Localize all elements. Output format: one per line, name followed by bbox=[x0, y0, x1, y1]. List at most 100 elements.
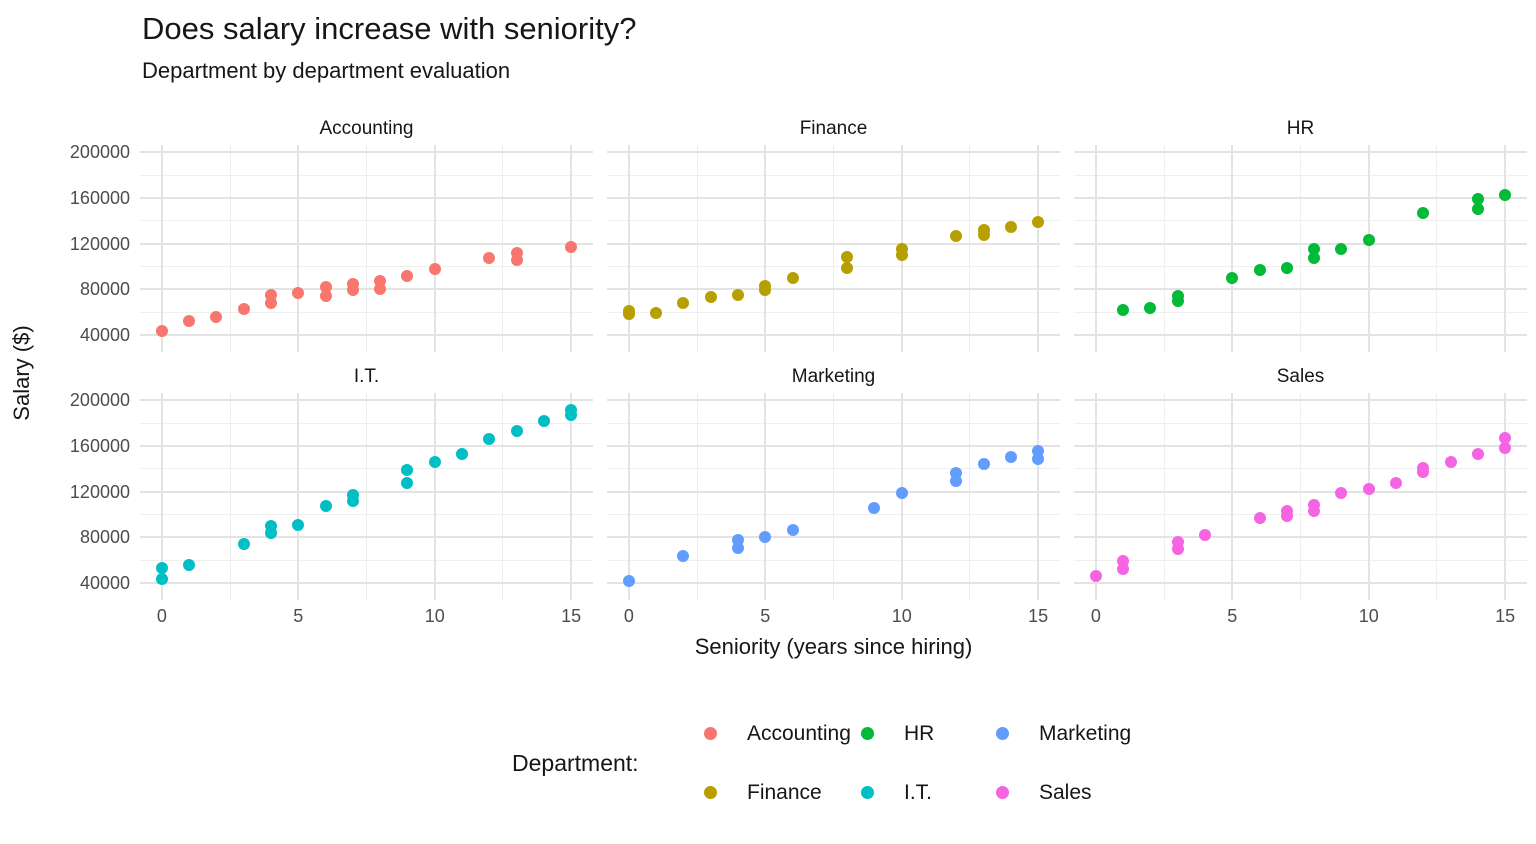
y-tick-label: 120000 bbox=[69, 233, 130, 254]
gridline-major-y bbox=[607, 242, 1060, 245]
legend-dot-icon bbox=[861, 727, 874, 740]
data-point bbox=[1308, 252, 1321, 265]
gridline-major-x bbox=[433, 145, 436, 352]
gridline-minor-x bbox=[1300, 145, 1301, 352]
gridline-major-y bbox=[607, 333, 1060, 336]
data-point bbox=[1032, 444, 1045, 457]
data-point bbox=[950, 467, 963, 480]
gridline-minor-x bbox=[366, 393, 367, 600]
data-point bbox=[1117, 555, 1130, 568]
data-point bbox=[704, 291, 717, 304]
gridline-major-y bbox=[607, 536, 1060, 539]
chart-title: Does salary increase with seniority? bbox=[142, 11, 637, 46]
facet-strip-title: Accounting bbox=[319, 118, 414, 139]
data-point bbox=[1444, 456, 1457, 468]
gridline-major-x bbox=[627, 145, 630, 352]
gridline-major-y bbox=[1074, 242, 1527, 245]
gridline-major-x bbox=[1094, 145, 1097, 352]
legend-dot-icon bbox=[861, 786, 874, 799]
data-point bbox=[456, 448, 468, 461]
x-tick-label: 0 bbox=[156, 606, 167, 626]
data-point bbox=[1253, 511, 1266, 524]
data-point bbox=[759, 279, 772, 292]
gridline-major-y bbox=[607, 197, 1060, 200]
x-tick-label: 15 bbox=[1495, 606, 1516, 626]
data-point bbox=[183, 315, 196, 328]
data-point bbox=[1280, 505, 1293, 518]
gridline-minor-x bbox=[1163, 393, 1165, 600]
gridline-major-y bbox=[1074, 399, 1527, 402]
gridline-major-y bbox=[607, 581, 1060, 584]
data-point bbox=[1362, 234, 1375, 247]
data-point bbox=[183, 558, 196, 571]
gridline-major-y bbox=[140, 288, 593, 291]
y-tick-label: 40000 bbox=[79, 572, 130, 593]
data-point bbox=[264, 519, 277, 532]
x-tick-label: 15 bbox=[561, 606, 582, 626]
gridline-major-x bbox=[297, 393, 300, 600]
data-point bbox=[1471, 203, 1484, 216]
x-tick-label: 10 bbox=[891, 606, 912, 626]
data-point bbox=[677, 549, 690, 562]
gridline-major-y bbox=[1074, 197, 1527, 200]
gridline-major-x bbox=[1231, 393, 1234, 600]
gridline-major-y bbox=[607, 445, 1060, 448]
gridline-major-x bbox=[1367, 145, 1370, 352]
data-point bbox=[401, 269, 414, 282]
data-point bbox=[841, 251, 854, 264]
data-point bbox=[868, 501, 881, 514]
gridline-major-y bbox=[1074, 288, 1527, 291]
gridline-major-x bbox=[1094, 393, 1097, 600]
gridline-major-y bbox=[1074, 536, 1527, 539]
gridline-major-y bbox=[1074, 490, 1527, 493]
x-tick-label: 0 bbox=[623, 606, 634, 626]
gridline-minor-x bbox=[1436, 393, 1438, 600]
gridline-major-y bbox=[140, 197, 593, 200]
gridline-major-x bbox=[1504, 393, 1507, 600]
legend-entry-label: Marketing bbox=[1039, 722, 1132, 745]
x-tick-label: 0 bbox=[1090, 606, 1101, 626]
gridline-major-y bbox=[140, 536, 593, 539]
facet-strip-title: HR bbox=[1286, 118, 1315, 139]
data-point bbox=[650, 307, 663, 320]
gridline-minor-x bbox=[1436, 145, 1438, 352]
gridline-major-x bbox=[570, 393, 573, 600]
data-point bbox=[895, 243, 908, 256]
data-point bbox=[319, 290, 332, 303]
y-axis-title: Salary ($) bbox=[9, 325, 34, 421]
legend-entry-label: I.T. bbox=[904, 781, 933, 804]
gridline-minor-x bbox=[833, 393, 834, 600]
data-point bbox=[622, 304, 635, 317]
data-point bbox=[374, 275, 387, 288]
data-point bbox=[1171, 290, 1184, 303]
data-point bbox=[1308, 243, 1321, 256]
gridline-major-x bbox=[297, 145, 300, 352]
legend-entry-label: Finance bbox=[747, 781, 822, 804]
gridline-major-y bbox=[607, 151, 1060, 154]
gridline-minor-x bbox=[696, 393, 698, 600]
data-point bbox=[841, 261, 854, 274]
x-tick-label: 15 bbox=[1028, 606, 1049, 626]
gridline-major-x bbox=[1037, 145, 1040, 352]
data-point bbox=[510, 246, 523, 259]
data-point bbox=[1335, 243, 1348, 256]
x-tick-label: 10 bbox=[1358, 606, 1379, 626]
gridline-major-x bbox=[1367, 393, 1370, 600]
gridline-major-x bbox=[627, 393, 630, 600]
data-point bbox=[1171, 535, 1184, 548]
data-point bbox=[977, 223, 990, 236]
data-point bbox=[1004, 220, 1017, 233]
data-point bbox=[1032, 215, 1045, 228]
gridline-minor-x bbox=[696, 145, 698, 352]
data-point bbox=[1417, 461, 1430, 474]
data-point bbox=[210, 310, 223, 323]
data-point bbox=[1471, 448, 1484, 461]
data-point bbox=[1335, 486, 1348, 499]
x-tick-label: 5 bbox=[1227, 606, 1238, 626]
data-point bbox=[428, 262, 441, 275]
gridline-major-y bbox=[1074, 581, 1527, 584]
data-point bbox=[1253, 263, 1266, 276]
data-point bbox=[1499, 188, 1512, 201]
gridline-major-y bbox=[140, 490, 593, 493]
data-point bbox=[1362, 483, 1375, 496]
